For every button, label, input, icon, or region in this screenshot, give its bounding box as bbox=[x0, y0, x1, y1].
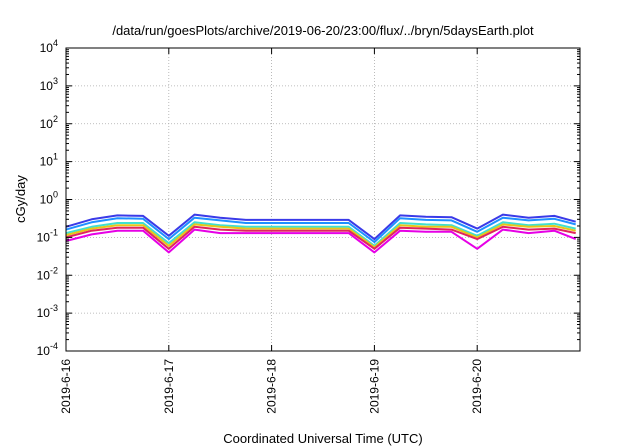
chart-title: /data/run/goesPlots/archive/2019-06-20/2… bbox=[112, 23, 534, 38]
y-tick-label: 10-2 bbox=[37, 265, 58, 282]
series-line-4 bbox=[65, 223, 576, 249]
series-line-2 bbox=[65, 216, 576, 244]
x-tick-label: 2019-6-20 bbox=[470, 359, 484, 414]
x-tick-label: 2019-6-18 bbox=[265, 359, 279, 414]
y-tick-label: 102 bbox=[40, 114, 58, 131]
y-tick-label: 101 bbox=[40, 152, 58, 169]
y-tick-label: 10-1 bbox=[37, 227, 58, 244]
data-series bbox=[65, 213, 577, 254]
y-axis-label: cGy/day bbox=[13, 175, 28, 223]
x-tick-label: 2019-6-19 bbox=[367, 359, 381, 414]
y-axis: 10-4 10-3 10-2 10-1 100 101 102 103 104 bbox=[37, 38, 580, 358]
y-tick-label: 100 bbox=[40, 190, 58, 207]
y-tick-label: 104 bbox=[40, 38, 58, 55]
series-line-5 bbox=[65, 225, 576, 250]
series-line-6 bbox=[65, 228, 577, 254]
y-tick-label: 103 bbox=[40, 76, 58, 93]
x-axis: 2019-6-16 2019-6-17 2019-6-18 2019-6-19 2019… bbox=[59, 48, 484, 414]
y-tick-label: 10-3 bbox=[37, 303, 58, 320]
x-tick-label: 2019-6-17 bbox=[162, 359, 176, 414]
x-tick-label: 2019-6-16 bbox=[59, 359, 73, 414]
grid-lines bbox=[66, 48, 580, 351]
x-axis-label: Coordinated Universal Time (UTC) bbox=[223, 431, 422, 446]
series-line-1 bbox=[65, 213, 576, 241]
series-line-3 bbox=[65, 221, 576, 247]
y-tick-label: 10-4 bbox=[37, 341, 58, 358]
